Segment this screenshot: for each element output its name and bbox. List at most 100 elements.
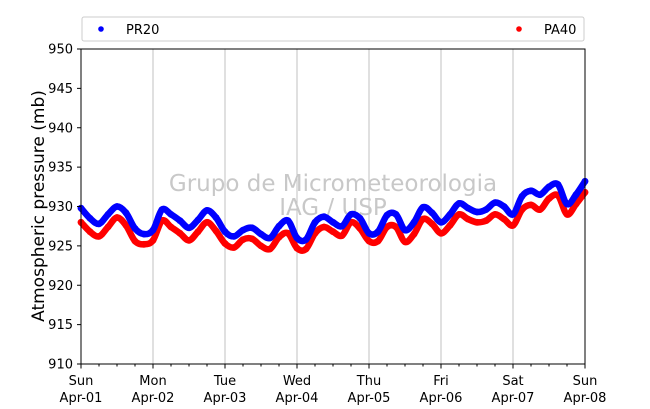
x-tick-label-date: Apr-07 xyxy=(492,391,535,406)
y-tick-label: 920 xyxy=(48,279,73,294)
x-tick-label-day: Fri xyxy=(433,374,449,389)
data-point-pr20 xyxy=(284,217,292,225)
watermark: Grupo de Micrometeorologia IAG / USP xyxy=(169,171,497,221)
data-point-pr20 xyxy=(554,181,562,188)
y-tick-label: 945 xyxy=(48,82,73,97)
legend-label-pa40: PA40 xyxy=(544,23,576,38)
data-point-pr20 xyxy=(212,214,220,221)
data-point-pa40 xyxy=(509,222,517,229)
data-point-pa40 xyxy=(302,245,310,253)
data-point-pa40 xyxy=(500,215,508,223)
data-point-pa40 xyxy=(113,214,121,221)
data-point-pa40 xyxy=(230,244,238,251)
x-axis: Sun Apr-01 Mon Apr-02 Tue Apr-03 Wed Apr-04 Thu A… xyxy=(60,364,606,406)
gridlines xyxy=(152,49,514,364)
data-point-pa40 xyxy=(365,237,373,245)
data-point-pa40 xyxy=(239,236,247,244)
x-tick-label-day: Mon xyxy=(139,374,166,389)
data-point-pr20 xyxy=(302,236,310,244)
data-point-pr20 xyxy=(545,183,553,191)
data-point-pr20 xyxy=(230,233,238,240)
data-point-pr20 xyxy=(518,192,526,200)
data-point-pa40 xyxy=(383,223,391,231)
data-point-pa40 xyxy=(167,223,175,231)
data-point-pr20 xyxy=(491,199,499,207)
data-point-pr20 xyxy=(158,206,166,214)
data-point-pa40 xyxy=(266,245,274,253)
data-point-pa40 xyxy=(491,211,499,218)
data-point-pr20 xyxy=(509,211,517,218)
data-point-pa40 xyxy=(464,215,472,223)
data-point-pr20 xyxy=(311,218,319,226)
data-point-pr20 xyxy=(104,211,112,218)
data-point-pa40 xyxy=(149,237,157,244)
data-point-pr20 xyxy=(473,208,481,216)
data-point-pr20 xyxy=(185,224,193,232)
legend: PR20 PA40 xyxy=(81,16,585,42)
data-point-pr20 xyxy=(536,191,544,199)
data-point-pa40 xyxy=(320,223,328,231)
x-tick-label-day: Tue xyxy=(213,374,236,389)
legend-label-pr20: PR20 xyxy=(126,23,159,38)
series-layer xyxy=(77,177,589,254)
y-tick-label: 950 xyxy=(48,43,73,58)
legend-marker-pa40 xyxy=(516,26,522,32)
data-point-pr20 xyxy=(365,229,373,237)
watermark-line-2: IAG / USP xyxy=(279,195,387,221)
data-point-pa40 xyxy=(545,195,553,203)
data-point-pr20 xyxy=(248,224,256,232)
data-point-pr20 xyxy=(140,230,148,238)
data-point-pa40 xyxy=(527,201,535,209)
data-point-pa40 xyxy=(419,215,427,223)
x-tick-label-date: Apr-01 xyxy=(60,391,103,406)
data-point-pa40 xyxy=(473,218,481,226)
data-point-pr20 xyxy=(194,216,202,224)
data-point-pr20 xyxy=(455,200,463,207)
x-tick-label-date: Apr-06 xyxy=(420,391,463,406)
data-point-pr20 xyxy=(563,200,571,208)
series-pr20 xyxy=(77,177,589,245)
data-point-pa40 xyxy=(518,206,526,214)
data-point-pa40 xyxy=(392,223,400,231)
y-tick-label: 930 xyxy=(48,200,73,215)
data-point-pr20 xyxy=(446,211,454,218)
data-point-pa40 xyxy=(86,228,94,236)
x-tick-label-day: Wed xyxy=(283,374,311,389)
y-axis-label: Atmospheric pressure (mb) xyxy=(29,90,49,322)
data-point-pr20 xyxy=(437,218,445,226)
data-point-pr20 xyxy=(374,228,382,236)
data-point-pr20 xyxy=(239,226,247,234)
data-point-pa40 xyxy=(131,237,139,245)
data-point-pr20 xyxy=(419,203,427,211)
data-point-pr20 xyxy=(464,204,472,212)
data-point-pr20 xyxy=(320,213,328,221)
data-point-pa40 xyxy=(185,237,193,244)
y-tick-label: 925 xyxy=(48,239,73,254)
data-point-pa40 xyxy=(284,229,292,237)
data-point-pa40 xyxy=(455,211,463,218)
data-point-pa40 xyxy=(257,242,265,250)
data-point-pr20 xyxy=(131,225,139,232)
data-point-pa40 xyxy=(140,240,148,248)
data-point-pr20 xyxy=(401,226,409,234)
data-point-pr20 xyxy=(113,203,121,210)
y-tick-label: 915 xyxy=(48,318,73,333)
data-point-pa40 xyxy=(536,206,544,214)
data-point-pr20 xyxy=(338,222,346,230)
data-point-pa40 xyxy=(203,218,211,226)
data-point-pr20 xyxy=(500,203,508,210)
data-point-pr20 xyxy=(572,191,580,199)
data-point-pa40 xyxy=(410,230,418,238)
data-point-pr20 xyxy=(392,211,400,218)
data-point-pa40 xyxy=(176,229,184,237)
data-point-pr20 xyxy=(527,187,535,195)
data-point-pa40 xyxy=(275,233,283,241)
data-point-pa40 xyxy=(563,211,571,218)
data-point-pa40 xyxy=(212,227,220,235)
y-tick-label: 940 xyxy=(48,121,73,136)
data-point-pr20 xyxy=(95,220,103,228)
x-tick-label-date: Apr-04 xyxy=(276,391,319,406)
x-tick-label-date: Apr-02 xyxy=(132,391,175,406)
data-point-pr20 xyxy=(347,211,355,218)
data-point-pa40 xyxy=(248,235,256,243)
